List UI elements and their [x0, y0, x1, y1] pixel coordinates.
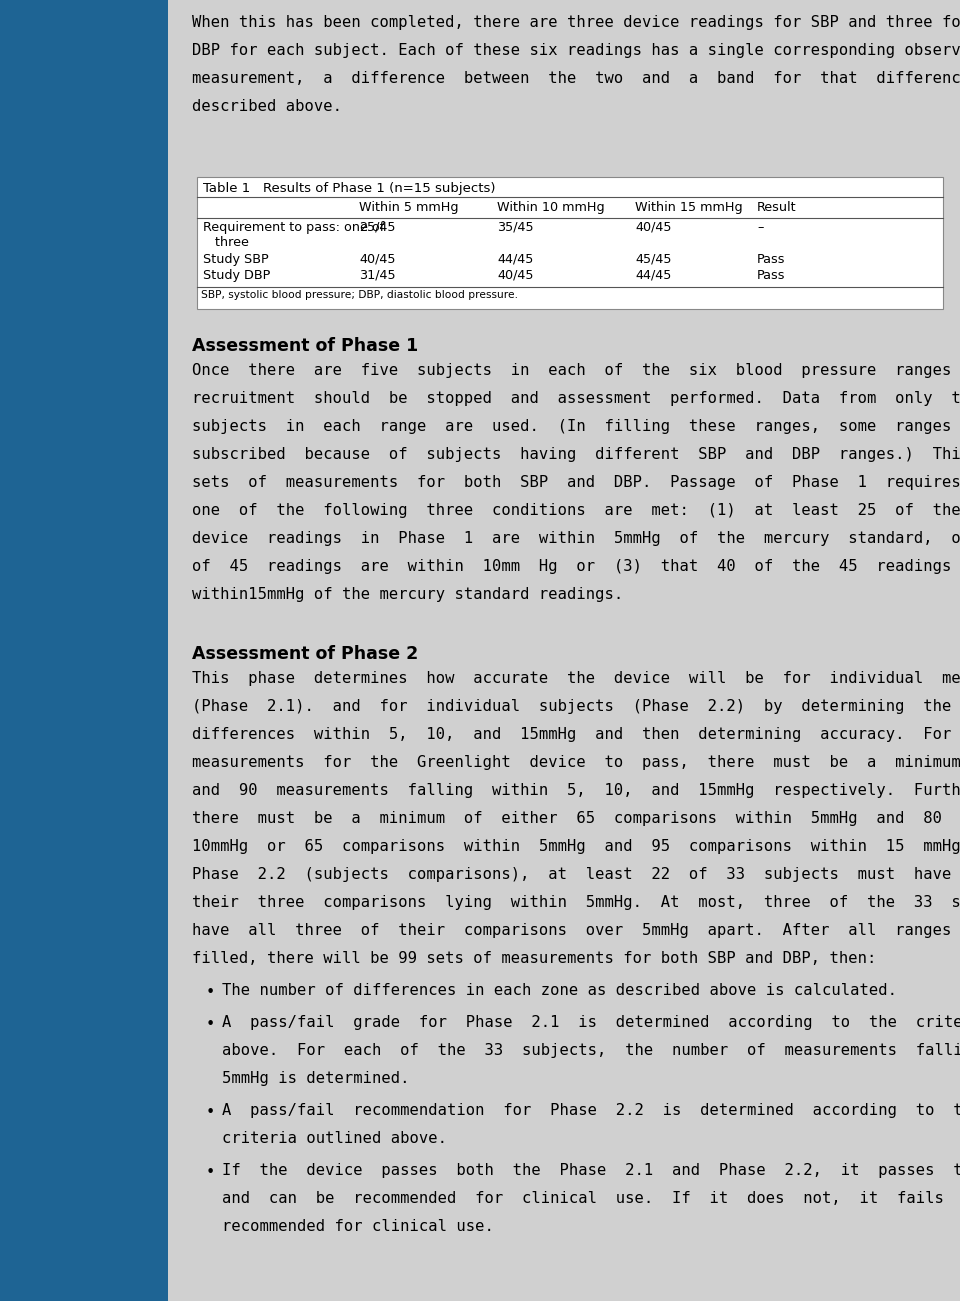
Text: Requirement to pass: one of: Requirement to pass: one of	[203, 221, 384, 234]
Text: When this has been completed, there are three device readings for SBP and three : When this has been completed, there are …	[192, 16, 960, 30]
Text: 5mmHg is determined.: 5mmHg is determined.	[222, 1071, 410, 1086]
Text: there  must  be  a  minimum  of  either  65  comparisons  within  5mmHg  and  80: there must be a minimum of either 65 com…	[192, 811, 960, 826]
Text: Within 10 mmHg: Within 10 mmHg	[497, 200, 605, 213]
Text: Pass: Pass	[757, 252, 785, 265]
Text: subjects  in  each  range  are  used.  (In  filling  these  ranges,  some  range: subjects in each range are used. (In fil…	[192, 419, 960, 435]
Text: 25/45: 25/45	[359, 221, 396, 234]
Text: Phase  2.2  (subjects  comparisons),  at  least  22  of  33  subjects  must  hav: Phase 2.2 (subjects comparisons), at lea…	[192, 866, 960, 882]
Text: 40/45: 40/45	[359, 252, 396, 265]
Text: Table 1   Results of Phase 1 (n=15 subjects): Table 1 Results of Phase 1 (n=15 subject…	[203, 182, 495, 195]
Text: Within 15 mmHg: Within 15 mmHg	[635, 200, 743, 213]
Text: •: •	[206, 985, 215, 1000]
Text: 45/45: 45/45	[635, 252, 671, 265]
Text: Pass: Pass	[757, 269, 785, 282]
Text: recruitment  should  be  stopped  and  assessment  performed.  Data  from  only : recruitment should be stopped and assess…	[192, 392, 960, 406]
Text: above.  For  each  of  the  33  subjects,  the  number  of  measurements  fallin: above. For each of the 33 subjects, the …	[222, 1043, 960, 1058]
Text: A  pass/fail  recommendation  for  Phase  2.2  is  determined  according  to  th: A pass/fail recommendation for Phase 2.2…	[222, 1103, 960, 1118]
Text: sets  of  measurements  for  both  SBP  and  DBP.  Passage  of  Phase  1  requir: sets of measurements for both SBP and DB…	[192, 475, 960, 490]
Text: have  all  three  of  their  comparisons  over  5mmHg  apart.  After  all  range: have all three of their comparisons over…	[192, 922, 960, 938]
Text: If  the  device  passes  both  the  Phase  2.1  and  Phase  2.2,  it  passes  th: If the device passes both the Phase 2.1 …	[222, 1163, 960, 1177]
Text: and  90  measurements  falling  within  5,  10,  and  15mmHg  respectively.  Fur: and 90 measurements falling within 5, 10…	[192, 783, 960, 798]
Text: recommended for clinical use.: recommended for clinical use.	[222, 1219, 493, 1235]
Text: Once  there  are  five  subjects  in  each  of  the  six  blood  pressure  range: Once there are five subjects in each of …	[192, 363, 960, 379]
Text: •: •	[206, 1017, 215, 1032]
Text: Study SBP: Study SBP	[203, 252, 269, 265]
Text: device  readings  in  Phase  1  are  within  5mmHg  of  the  mercury  standard, : device readings in Phase 1 are within 5m…	[192, 531, 960, 546]
Text: •: •	[206, 1164, 215, 1180]
Text: subscribed  because  of  subjects  having  different  SBP  and  DBP  ranges.)  T: subscribed because of subjects having di…	[192, 448, 960, 462]
Text: 35/45: 35/45	[497, 221, 534, 234]
Text: Study DBP: Study DBP	[203, 269, 271, 282]
Text: Assessment of Phase 1: Assessment of Phase 1	[192, 337, 419, 355]
Text: SBP, systolic blood pressure; DBP, diastolic blood pressure.: SBP, systolic blood pressure; DBP, diast…	[201, 290, 518, 301]
Text: Assessment of Phase 2: Assessment of Phase 2	[192, 645, 419, 664]
Text: differences  within  5,  10,  and  15mmHg  and  then  determining  accuracy.  Fo: differences within 5, 10, and 15mmHg and…	[192, 727, 960, 742]
Text: one  of  the  following  three  conditions  are  met:  (1)  at  least  25  of  t: one of the following three conditions ar…	[192, 503, 960, 518]
Text: 31/45: 31/45	[359, 269, 396, 282]
Text: 44/45: 44/45	[497, 252, 534, 265]
Text: –: –	[757, 221, 763, 234]
Text: and  can  be  recommended  for  clinical  use.  If  it  does  not,  it  fails  a: and can be recommended for clinical use.…	[222, 1190, 960, 1206]
Text: This  phase  determines  how  accurate  the  device  will  be  for  individual  : This phase determines how accurate the d…	[192, 671, 960, 686]
Text: three: three	[203, 235, 249, 248]
Text: DBP for each subject. Each of these six readings has a single corresponding obse: DBP for each subject. Each of these six …	[192, 43, 960, 59]
Text: 44/45: 44/45	[635, 269, 671, 282]
Text: measurement,  a  difference  between  the  two  and  a  band  for  that  differe: measurement, a difference between the tw…	[192, 72, 960, 86]
Text: 40/45: 40/45	[497, 269, 534, 282]
Text: 40/45: 40/45	[635, 221, 671, 234]
Text: of  45  readings  are  within  10mm  Hg  or  (3)  that  40  of  the  45  reading: of 45 readings are within 10mm Hg or (3)…	[192, 559, 960, 574]
Text: A  pass/fail  grade  for  Phase  2.1  is  determined  according  to  the  criter: A pass/fail grade for Phase 2.1 is deter…	[222, 1015, 960, 1030]
Text: The number of differences in each zone as described above is calculated.: The number of differences in each zone a…	[222, 984, 897, 998]
Bar	[0, 0, 168, 1301]
Text: 10mmHg  or  65  comparisons  within  5mmHg  and  95  comparisons  within  15  mm: 10mmHg or 65 comparisons within 5mmHg an…	[192, 839, 960, 853]
Text: criteria outlined above.: criteria outlined above.	[222, 1131, 447, 1146]
Text: (Phase  2.1).  and  for  individual  subjects  (Phase  2.2)  by  determining  th: (Phase 2.1). and for individual subjects…	[192, 699, 960, 714]
Bar	[197, 177, 943, 310]
Text: Within 5 mmHg: Within 5 mmHg	[359, 200, 459, 213]
Text: their  three  comparisons  lying  within  5mmHg.  At  most,  three  of  the  33 : their three comparisons lying within 5mm…	[192, 895, 960, 909]
Text: Result: Result	[757, 200, 797, 213]
Text: filled, there will be 99 sets of measurements for both SBP and DBP, then:: filled, there will be 99 sets of measure…	[192, 951, 876, 967]
Text: within15mmHg of the mercury standard readings.: within15mmHg of the mercury standard rea…	[192, 587, 623, 602]
Text: described above.: described above.	[192, 99, 342, 114]
Text: measurements  for  the  Greenlight  device  to  pass,  there  must  be  a  minim: measurements for the Greenlight device t…	[192, 755, 960, 770]
Text: •: •	[206, 1105, 215, 1120]
